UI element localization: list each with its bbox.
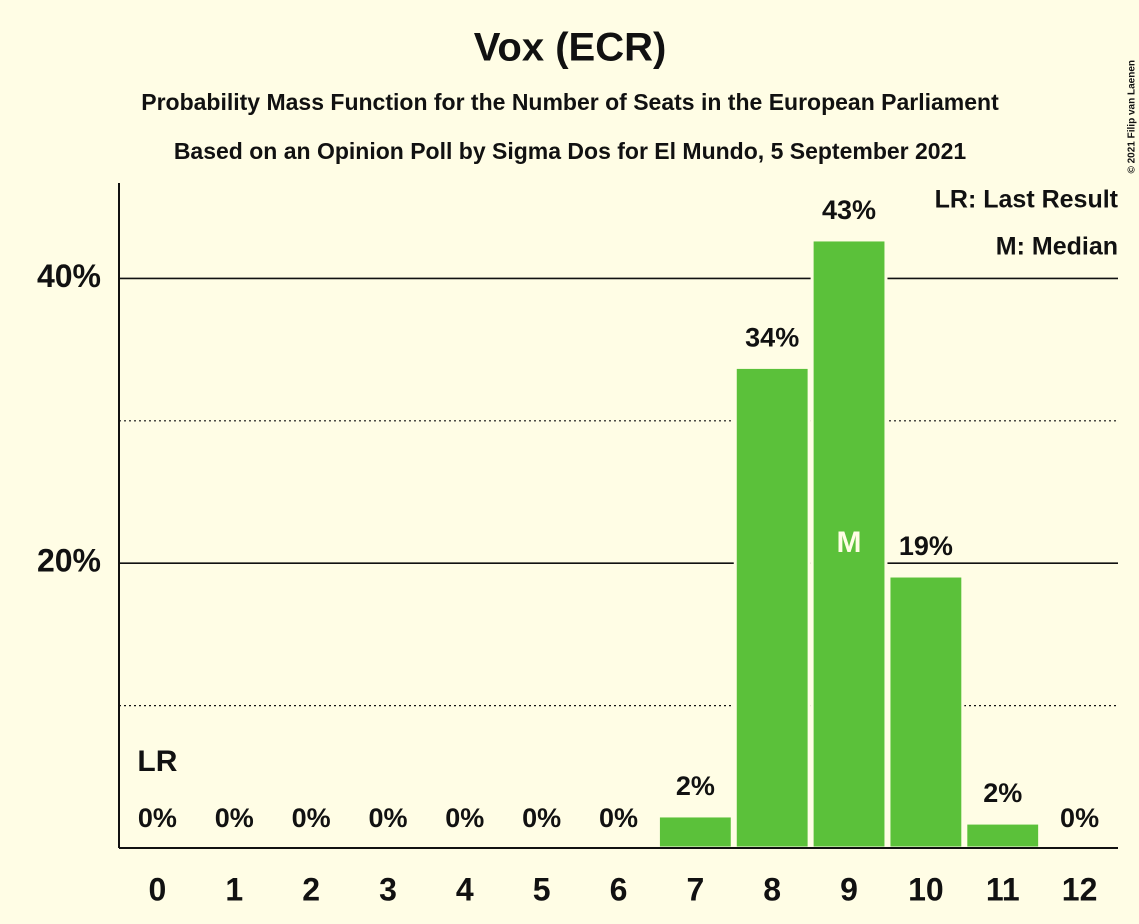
- x-tick-label: 10: [908, 871, 944, 907]
- value-label: 0%: [215, 803, 254, 833]
- x-tick-label: 4: [456, 871, 474, 907]
- chart-title: Vox (ECR): [474, 26, 667, 70]
- bar: [964, 821, 1042, 850]
- bar: [887, 574, 965, 850]
- value-label: 0%: [368, 803, 407, 833]
- median-marker: M: [837, 526, 862, 559]
- x-tick-label: 7: [686, 871, 704, 907]
- y-tick-label: 40%: [37, 258, 101, 294]
- chart-subtitle: Probability Mass Function for the Number…: [141, 89, 999, 115]
- value-label: 19%: [899, 531, 953, 561]
- legend-entry: LR: Last Result: [935, 186, 1119, 214]
- x-tick-label: 11: [986, 871, 1020, 907]
- value-label: 0%: [599, 803, 638, 833]
- bar: [810, 238, 888, 850]
- value-label: 43%: [822, 195, 876, 225]
- x-tick-label: 1: [225, 871, 243, 907]
- bar: [656, 814, 734, 850]
- bar: [733, 365, 811, 850]
- value-label: 34%: [745, 323, 799, 353]
- value-label: 0%: [292, 803, 331, 833]
- value-label: 0%: [522, 803, 561, 833]
- value-label: 0%: [445, 803, 484, 833]
- value-label: 0%: [138, 803, 177, 833]
- x-tick-label: 5: [533, 871, 551, 907]
- y-tick-label: 20%: [37, 543, 101, 579]
- x-tick-label: 6: [610, 871, 628, 907]
- x-tick-label: 0: [149, 871, 167, 907]
- last-result-marker: LR: [137, 745, 177, 778]
- chart-subtitle: Based on an Opinion Poll by Sigma Dos fo…: [174, 138, 967, 164]
- value-label: 2%: [983, 778, 1022, 808]
- copyright: © 2021 Filip van Laenen: [1127, 60, 1138, 174]
- value-label: 0%: [1060, 803, 1099, 833]
- x-tick-label: 8: [763, 871, 781, 907]
- x-tick-label: 3: [379, 871, 397, 907]
- x-tick-label: 9: [840, 871, 858, 907]
- x-tick-label: 2: [302, 871, 320, 907]
- x-tick-label: 12: [1062, 871, 1098, 907]
- legend-entry: M: Median: [996, 233, 1118, 261]
- value-label: 2%: [676, 771, 715, 801]
